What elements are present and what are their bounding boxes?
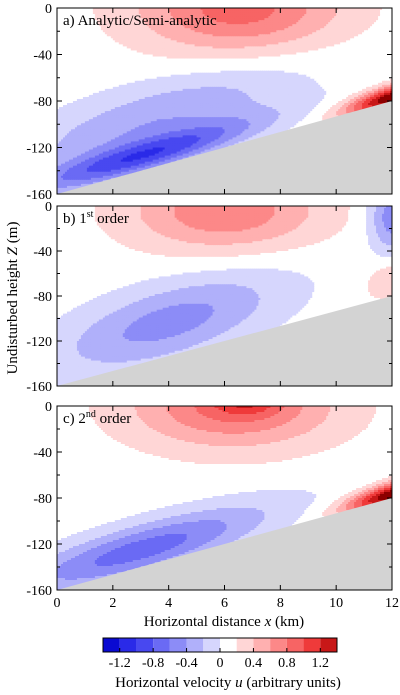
- colorbar-swatch: [253, 638, 271, 652]
- colorbar-swatch: [220, 638, 237, 652]
- y-tick-label: -40: [33, 446, 52, 461]
- colorbar-tick-label: 0.8: [278, 656, 296, 671]
- seabed-region: [57, 498, 392, 590]
- panel-b: 0 -40 -80 -120 -160 b) 1st order: [26, 200, 393, 395]
- x-tick-label: 12: [385, 596, 399, 611]
- x-tick-label: 4: [165, 596, 172, 611]
- colorbar-swatch: [153, 638, 170, 652]
- y-tick-label: -120: [26, 335, 52, 350]
- y-tick-label: -120: [26, 538, 52, 553]
- y-tick-label: -80: [33, 95, 52, 110]
- colorbar-swatch: [236, 638, 254, 652]
- y-tick-label: 0: [45, 200, 52, 215]
- y-tick-label: 0: [45, 400, 52, 415]
- y-tick-label: -40: [33, 245, 52, 260]
- x-tick-label: 10: [329, 596, 343, 611]
- panel-c-contours: [57, 406, 392, 590]
- panel-a-contours: [57, 8, 392, 194]
- panel-a-label: a) Analytic/Semi-analytic: [63, 13, 217, 29]
- colorbar-tick-label: -1.2: [109, 656, 131, 671]
- colorbar-swatch: [103, 638, 120, 652]
- colorbar-swatch: [320, 638, 337, 652]
- colorbar-tick-label: -0.4: [175, 656, 197, 671]
- seabed-region: [57, 296, 392, 386]
- y-tick-label: -80: [33, 290, 52, 305]
- colorbar-swatch: [169, 638, 187, 652]
- colorbar-swatch: [270, 638, 287, 652]
- y-tick-label: -160: [26, 584, 52, 599]
- y-tick-label: -160: [26, 188, 52, 203]
- colorbar-swatch: [186, 638, 204, 652]
- y-tick-label: -120: [26, 142, 52, 157]
- panel-a-axes: 0 -40 -80 -120 -160: [26, 2, 393, 203]
- colorbar: -1.2 -0.8 -0.4 0 0.4 0.8 1.2: [102, 637, 338, 671]
- y-tick-label: -160: [26, 380, 52, 395]
- colorbar-label: Horizontal velocity u (arbitrary units): [115, 675, 341, 691]
- colorbar-tick-label: 0: [217, 656, 224, 671]
- panel-a: 0 -40 -80 -120 -160 a) Analytic/Semi-analyti…: [26, 2, 393, 203]
- x-tick-label: 2: [109, 596, 116, 611]
- y-tick-label: -80: [33, 492, 52, 507]
- y-tick-label: -40: [33, 49, 52, 64]
- x-axis-label: Horizontal distance x (km): [144, 614, 304, 630]
- x-tick-label: 8: [277, 596, 284, 611]
- y-tick-label: 0: [45, 2, 52, 17]
- colorbar-swatch: [203, 638, 220, 652]
- y-axis-label: Undisturbed height Z (m): [5, 222, 21, 375]
- colorbar-swatch: [286, 638, 304, 652]
- colorbar-tick-label: 1.2: [312, 656, 330, 671]
- x-tick-label: 6: [221, 596, 228, 611]
- panel-b-label: b) 1st order: [63, 209, 129, 227]
- panel-b-axes: 0 -40 -80 -120 -160: [26, 200, 393, 395]
- colorbar-swatch: [136, 638, 154, 652]
- colorbar-swatch: [119, 638, 137, 652]
- panel-b-contours: [57, 206, 392, 386]
- colorbar-tick-label: 0.4: [245, 656, 263, 671]
- x-tick-label: 0: [54, 596, 61, 611]
- colorbar-tick-label: -0.8: [142, 656, 164, 671]
- colorbar-swatch: [303, 638, 321, 652]
- seabed-region: [57, 101, 392, 194]
- panel-c-label: c) 2nd order: [63, 409, 131, 427]
